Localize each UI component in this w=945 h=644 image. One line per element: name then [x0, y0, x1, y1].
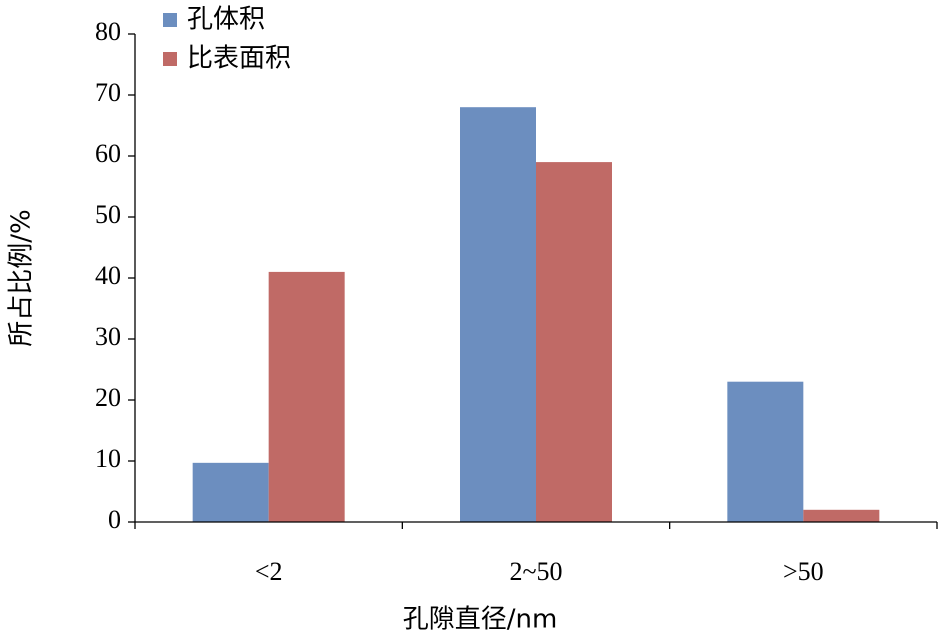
y-tick-label: 50: [95, 200, 121, 229]
y-tick-label: 70: [95, 78, 121, 107]
x-tick-label: >50: [783, 557, 824, 586]
bar: [536, 162, 612, 522]
y-tick-label: 80: [95, 17, 121, 46]
legend-swatch: [163, 13, 177, 27]
bar: [192, 462, 269, 522]
y-axis-label: 所占比例/%: [7, 209, 37, 346]
y-tick-label: 20: [95, 383, 121, 412]
bar: [727, 381, 804, 522]
y-tick-label: 0: [108, 505, 121, 534]
y-tick-label: 40: [95, 261, 121, 290]
legend-label: 孔体积: [187, 5, 265, 35]
legend-swatch: [163, 52, 177, 66]
x-axis-label: 孔隙直径/nm: [403, 605, 558, 635]
y-tick-label: 60: [95, 139, 121, 168]
y-tick-label: 10: [95, 444, 121, 473]
bar: [268, 271, 345, 522]
bar: [460, 107, 536, 522]
x-tick-label: 2~50: [509, 557, 562, 586]
y-tick-label: 30: [95, 322, 121, 351]
legend-label: 比表面积: [187, 44, 291, 74]
bar: [803, 509, 880, 522]
x-tick-label: <2: [255, 557, 283, 586]
